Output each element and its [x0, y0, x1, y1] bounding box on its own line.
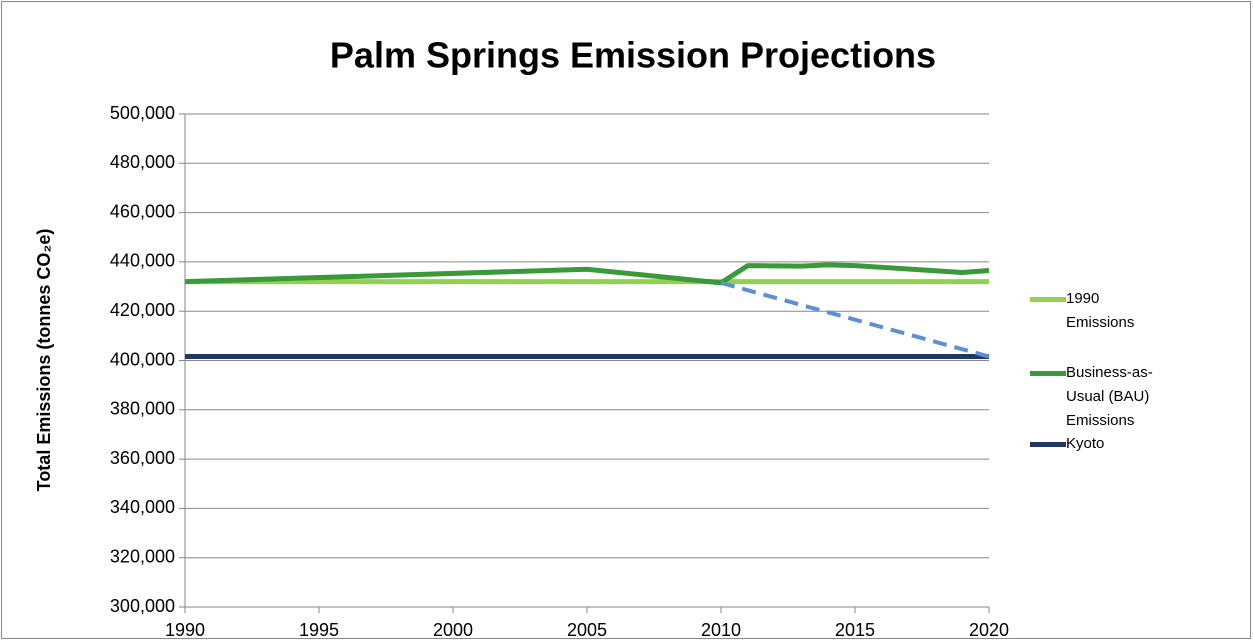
y-tick-label: 400,000 [110, 349, 175, 369]
y-tick-label: 340,000 [110, 497, 175, 517]
x-tick-label: 1990 [165, 620, 205, 640]
y-tick-label: 440,000 [110, 251, 175, 271]
x-tick-label: 2020 [969, 620, 1009, 640]
x-tick-label: 2015 [835, 620, 875, 640]
x-tick-label: 2010 [701, 620, 741, 640]
y-tick-label: 420,000 [110, 300, 175, 320]
x-tick-label: 2005 [567, 620, 607, 640]
y-tick-label: 380,000 [110, 399, 175, 419]
legend-label: Business-as-Usual (BAU) Emissions [1066, 364, 1153, 429]
legend-item: Kyoto [1030, 432, 1158, 456]
legend-swatch [1030, 442, 1066, 447]
x-tick-label: 2000 [433, 620, 473, 640]
y-tick-label: 360,000 [110, 448, 175, 468]
y-tick-label: 480,000 [110, 152, 175, 172]
legend-swatch [1030, 371, 1066, 376]
legend-label: 1990 Emissions [1066, 290, 1135, 331]
legend-item: Business-as-Usual (BAU) Emissions [1030, 361, 1158, 433]
y-tick-label: 500,000 [110, 103, 175, 123]
x-tick-label: 1995 [299, 620, 339, 640]
legend-item: 1990 Emissions [1030, 287, 1158, 335]
y-axis-label: Total Emissions (tonnes CO₂e) [34, 229, 54, 492]
legend-label: Kyoto [1066, 435, 1105, 452]
series-line [720, 280, 990, 359]
y-tick-label: 300,000 [110, 596, 175, 616]
chart-title: Palm Springs Emission Projections [330, 35, 936, 76]
series-line [184, 262, 990, 286]
y-tick-label: 320,000 [110, 546, 175, 566]
y-tick-label: 460,000 [110, 201, 175, 221]
legend-swatch [1030, 297, 1066, 302]
